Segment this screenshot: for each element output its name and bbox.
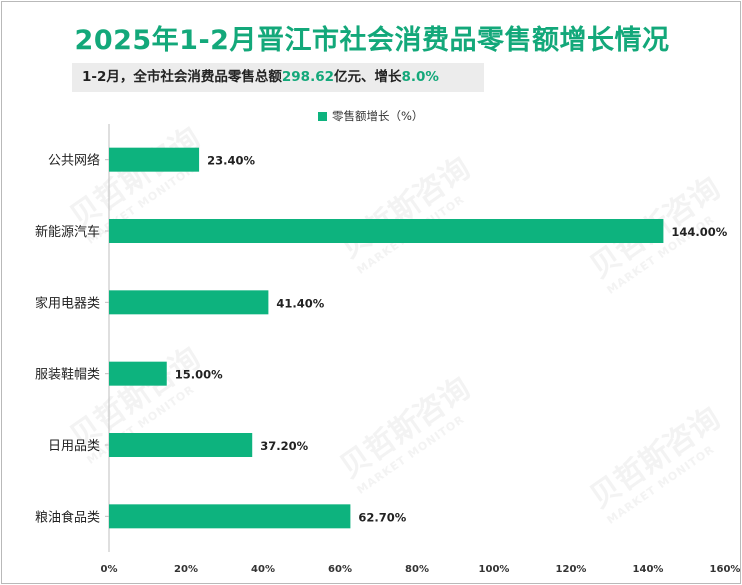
data-label: 23.40% — [207, 154, 255, 168]
category-label: 公共网络 — [48, 153, 100, 169]
category-label: 日用品类 — [48, 439, 100, 454]
data-label: 62.70% — [358, 510, 406, 524]
bar — [109, 433, 253, 457]
chart-title: 2025年1-2月晋江市社会消费品零售额增长情况 — [74, 25, 670, 56]
data-label: 15.00% — [175, 368, 223, 382]
x-tick-label: 20% — [174, 564, 198, 575]
x-tick-label: 60% — [328, 564, 352, 575]
bar — [109, 504, 351, 529]
legend: 零售额增长（%） — [318, 108, 423, 124]
summary-amount: 298.62 — [281, 69, 334, 85]
x-tick-label: 160% — [710, 564, 741, 575]
x-tick-label: 120% — [556, 564, 587, 575]
category-label: 粮油食品类 — [35, 509, 100, 525]
bar — [109, 361, 167, 386]
x-tick-label: 100% — [479, 564, 510, 575]
x-tick-label: 0% — [101, 564, 118, 575]
data-label: 37.20% — [260, 439, 308, 453]
bar — [109, 290, 269, 315]
data-label: 41.40% — [276, 296, 324, 310]
bar — [109, 147, 200, 172]
legend-label: 零售额增长（%） — [332, 109, 424, 123]
category-label: 新能源汽车 — [35, 224, 100, 240]
summary-growth: 8.0% — [401, 69, 439, 85]
summary-prefix: 1-2月，全市社会消费品零售总额 — [82, 69, 282, 85]
x-tick-label: 140% — [633, 564, 664, 575]
x-tick-label: 40% — [251, 564, 275, 575]
category-label: 家用电器类 — [35, 295, 100, 311]
category-label: 服装鞋帽类 — [35, 367, 100, 383]
summary-middle: 亿元、增长 — [334, 69, 402, 85]
x-tick-label: 80% — [405, 564, 429, 575]
bar — [109, 219, 664, 243]
data-label: 144.00% — [671, 225, 727, 239]
legend-swatch — [318, 111, 327, 121]
summary-banner: 1-2月，全市社会消费品零售总额298.62亿元、增长8.0% — [72, 63, 484, 92]
